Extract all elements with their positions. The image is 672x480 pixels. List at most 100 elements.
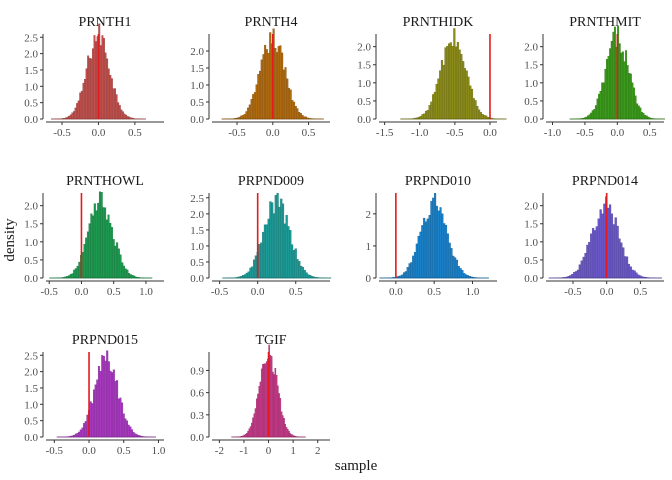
histogram-bar bbox=[301, 115, 304, 120]
panel-prpnd010: PRPND010 0.0 0.5 1.0 0 1 2 bbox=[366, 174, 497, 298]
histogram-bar bbox=[483, 115, 486, 120]
y-tick-label: 1.0 bbox=[24, 237, 38, 249]
histogram-bar bbox=[281, 203, 285, 279]
histogram-bar bbox=[430, 201, 433, 279]
histogram-bar bbox=[105, 219, 108, 279]
panel-prnth1: PRNTH1 -0.5 0.0 0.5 0.0 0.5 1.0 1.5 2.0 2.5 bbox=[24, 15, 164, 139]
histogram-bar bbox=[97, 365, 100, 438]
histogram-bar bbox=[601, 82, 604, 120]
x-tick-label: 0.0 bbox=[610, 127, 624, 139]
y-tick-label: 1.0 bbox=[24, 81, 38, 93]
histogram-bar bbox=[103, 38, 105, 120]
histogram-bar bbox=[90, 58, 93, 120]
histogram-bar bbox=[265, 361, 268, 438]
histogram-bar bbox=[107, 361, 110, 438]
y-tick-label: 0.0 bbox=[357, 114, 371, 126]
histogram-bar bbox=[296, 259, 299, 279]
histogram-bar bbox=[247, 271, 250, 279]
histogram-bar bbox=[258, 244, 261, 279]
y-tick-label: 1 bbox=[366, 241, 372, 253]
histogram-bar bbox=[251, 422, 253, 438]
histogram-bar bbox=[111, 372, 114, 438]
histogram-bar bbox=[104, 52, 107, 120]
histogram-bar bbox=[134, 433, 137, 438]
y-tick-label: 2.0 bbox=[524, 201, 538, 213]
histogram-bar bbox=[599, 91, 602, 120]
histogram-bar bbox=[446, 233, 449, 279]
histogram-bar bbox=[112, 88, 115, 120]
histogram-bar bbox=[472, 98, 475, 120]
histogram-bar bbox=[435, 83, 438, 120]
histogram-bar bbox=[465, 70, 468, 120]
histogram-bar bbox=[85, 68, 88, 120]
y-tick-label: 1.0 bbox=[357, 78, 371, 90]
histogram-bar bbox=[267, 218, 270, 279]
histogram-bar bbox=[269, 201, 272, 279]
panel-title: PRPND014 bbox=[572, 174, 638, 189]
y-tick-label: 1.5 bbox=[24, 383, 38, 395]
histogram-bar bbox=[121, 402, 124, 438]
histogram-bar bbox=[444, 224, 448, 279]
histogram-bar bbox=[642, 112, 645, 120]
x-tick-label: 0.5 bbox=[289, 286, 303, 298]
histogram-bar bbox=[123, 113, 126, 120]
y-tick-label: 0.5 bbox=[524, 96, 538, 108]
x-tick-label: 0.5 bbox=[427, 286, 441, 298]
histogram-bar bbox=[101, 35, 104, 120]
histogram-bar bbox=[287, 87, 290, 120]
y-tick-label: 0.0 bbox=[24, 114, 38, 126]
histogram-bar bbox=[455, 259, 459, 279]
histogram-bar bbox=[629, 73, 632, 120]
histogram-bar bbox=[248, 104, 251, 120]
histogram-bar bbox=[463, 68, 466, 120]
histogram-bar bbox=[591, 110, 594, 120]
histogram-bar bbox=[127, 424, 130, 438]
histogram-bar bbox=[601, 213, 604, 279]
histogram-bar bbox=[448, 242, 451, 279]
histogram-bar bbox=[116, 242, 119, 279]
y-tick-label: 2.5 bbox=[190, 193, 204, 205]
histogram-bar bbox=[112, 239, 115, 279]
x-tick-label: 0.5 bbox=[302, 127, 316, 139]
histogram-bar bbox=[626, 65, 629, 120]
histogram-bar bbox=[413, 252, 417, 279]
histogram-bar bbox=[616, 225, 619, 279]
histogram-bar bbox=[309, 275, 312, 279]
histogram-bar bbox=[283, 418, 285, 438]
y-tick-label: 1.5 bbox=[190, 225, 204, 237]
x-tick-label: 0.5 bbox=[107, 286, 121, 298]
x-tick-label: -1.0 bbox=[411, 127, 429, 139]
histogram-bar bbox=[637, 274, 640, 279]
x-tick-label: 0.5 bbox=[643, 127, 657, 139]
histogram-bar bbox=[278, 206, 281, 279]
histogram-bar bbox=[84, 421, 87, 438]
histogram-bar bbox=[125, 114, 128, 120]
histogram-bar bbox=[289, 229, 292, 279]
y-tick-label: 0.6 bbox=[190, 388, 204, 400]
histogram-bar bbox=[415, 243, 418, 279]
histogram-bar bbox=[294, 248, 297, 279]
histogram-bar bbox=[93, 203, 96, 279]
histogram-bar bbox=[119, 254, 122, 279]
histogram-bar bbox=[303, 269, 306, 279]
histogram-bar bbox=[280, 411, 283, 438]
histogram-bar bbox=[110, 78, 113, 120]
histogram-bar bbox=[278, 393, 280, 438]
histogram-bar bbox=[101, 355, 104, 438]
histogram-bar bbox=[430, 101, 433, 120]
y-tick-label: 1.5 bbox=[524, 60, 538, 72]
x-tick-label: 0.0 bbox=[266, 127, 280, 139]
histogram-bar bbox=[253, 92, 256, 120]
histogram-bar bbox=[591, 228, 595, 279]
histogram-bar bbox=[107, 214, 110, 279]
histogram-bar bbox=[439, 207, 442, 279]
y-tick-label: 1.5 bbox=[24, 65, 38, 77]
histogram-bar bbox=[84, 79, 86, 120]
panel-prnthmit: PRNTHMIT -1.0 -0.5 0.0 0.5 0.0 0.5 1.0 1.5 2.0 bbox=[524, 15, 666, 139]
histogram-bar bbox=[485, 115, 488, 120]
histogram-bar bbox=[628, 73, 631, 120]
histogram-bar bbox=[421, 114, 424, 120]
panel-title: TGIF bbox=[255, 333, 286, 348]
histogram-bar bbox=[240, 115, 243, 120]
histogram-bar bbox=[264, 44, 267, 120]
